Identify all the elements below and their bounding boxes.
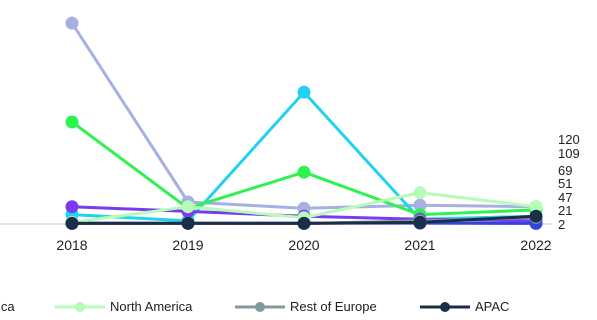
data-point	[65, 115, 79, 129]
data-point	[413, 215, 427, 229]
x-tick-label: 2022	[520, 237, 551, 253]
series-0	[65, 16, 543, 215]
data-point	[413, 186, 427, 200]
end-value-label: 69	[558, 163, 572, 178]
x-tick-label: 2021	[404, 237, 435, 253]
data-point	[297, 216, 311, 230]
data-point	[297, 85, 311, 99]
x-tick-labels: 2018 2019 2020 2021 2022	[56, 237, 551, 253]
end-value-label: 120	[558, 132, 580, 147]
data-point	[65, 200, 79, 214]
series-line-0	[70, 22, 537, 210]
legend-item: North America	[55, 299, 193, 314]
legend-label: APAC	[475, 299, 509, 314]
data-point	[413, 198, 427, 212]
legend: ica North America Rest of Europe APAC	[0, 299, 509, 314]
data-point	[529, 209, 543, 223]
end-value-label: 51	[558, 176, 572, 191]
data-point	[529, 200, 543, 214]
data-point	[297, 165, 311, 179]
series-7	[65, 209, 543, 230]
data-point	[65, 216, 79, 230]
data-point	[181, 200, 195, 214]
legend-label: North America	[110, 299, 193, 314]
data-point	[65, 16, 79, 30]
series-layer	[65, 16, 543, 230]
data-point	[181, 216, 195, 230]
legend-label: Rest of Europe	[290, 299, 377, 314]
series-line-1	[71, 90, 537, 223]
legend-swatch-marker	[440, 302, 450, 312]
legend-swatch-marker	[255, 302, 265, 312]
legend-swatch-marker	[75, 302, 85, 312]
x-tick-label: 2020	[288, 237, 319, 253]
x-tick-label: 2019	[172, 237, 203, 253]
end-value-label: 21	[558, 203, 572, 218]
x-tick-label: 2018	[56, 237, 87, 253]
legend-label-partial: ica	[0, 299, 15, 314]
end-value-label: 109	[558, 146, 580, 161]
end-value-label: 47	[558, 190, 572, 205]
legend-item: Rest of Europe	[235, 299, 377, 314]
legend-item: APAC	[420, 299, 509, 314]
end-value-label: 2	[558, 217, 565, 232]
